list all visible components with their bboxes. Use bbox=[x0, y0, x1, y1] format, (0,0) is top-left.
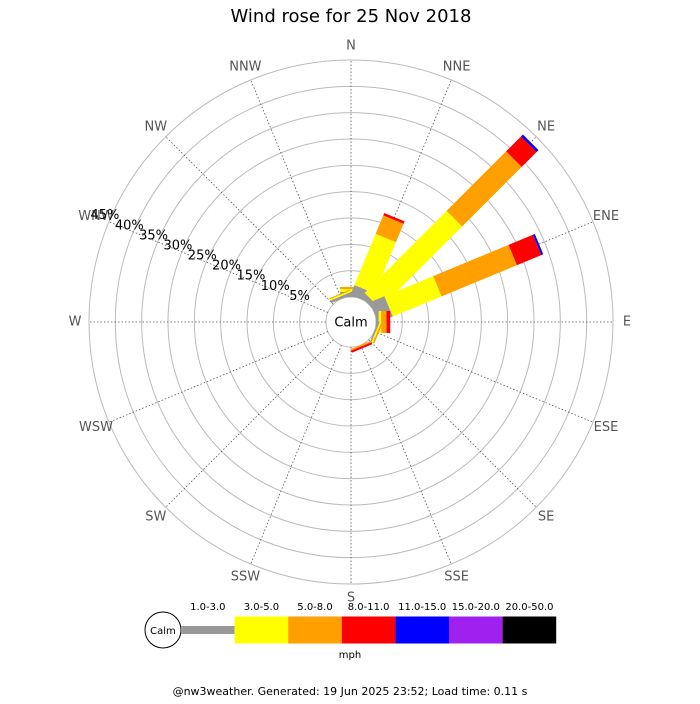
legend-swatch bbox=[234, 616, 289, 644]
direction-label: NW bbox=[145, 119, 168, 134]
bar-segment bbox=[354, 233, 396, 294]
footer: @nw3weather. Generated: 19 Jun 2025 23:5… bbox=[173, 685, 528, 698]
legend-unit: mph bbox=[339, 650, 361, 661]
legend-swatch bbox=[288, 616, 342, 644]
legend-swatch bbox=[395, 616, 449, 644]
legend-swatch bbox=[181, 626, 235, 634]
bar-segment bbox=[372, 322, 383, 344]
direction-label: NE bbox=[537, 119, 555, 134]
legend-label: 5.0-8.0 bbox=[297, 602, 332, 613]
bar-segment bbox=[532, 233, 544, 256]
legend-label: 8.0-11.0 bbox=[348, 602, 390, 613]
ring bbox=[299, 270, 403, 374]
direction-label: WNW bbox=[78, 209, 114, 224]
ring bbox=[246, 217, 456, 427]
bar-segment bbox=[329, 289, 350, 300]
bar-segment bbox=[381, 311, 387, 333]
legend-label: 3.0-5.0 bbox=[244, 602, 279, 613]
direction-label: NNW bbox=[229, 60, 261, 75]
r-tick-label: 10% bbox=[261, 279, 290, 294]
spoke bbox=[165, 339, 334, 508]
bar-segment bbox=[330, 292, 352, 304]
legend-label: 15.0-20.0 bbox=[452, 602, 500, 613]
legend-swatch bbox=[341, 616, 396, 644]
spoke bbox=[373, 331, 594, 423]
direction-label: SE bbox=[538, 510, 554, 525]
spoke bbox=[250, 344, 342, 565]
bar-segment bbox=[371, 322, 382, 343]
r-tick-label: 35% bbox=[139, 228, 168, 243]
r-tick-label: 25% bbox=[188, 249, 217, 264]
spoke bbox=[108, 331, 329, 423]
bar-segment bbox=[329, 290, 351, 301]
direction-label: S bbox=[347, 591, 355, 606]
chart-title: Wind rose for 25 Nov 2018 bbox=[231, 6, 472, 27]
ring bbox=[193, 164, 509, 480]
r-tick-label: 20% bbox=[212, 259, 241, 274]
direction-label: SW bbox=[145, 510, 166, 525]
direction-label: ESE bbox=[594, 420, 619, 435]
bar-segment bbox=[351, 342, 373, 353]
bar-segment bbox=[386, 311, 391, 333]
bar-segment bbox=[384, 276, 442, 317]
spoke bbox=[360, 344, 452, 565]
r-tick-label: 15% bbox=[236, 269, 265, 284]
r-tick-label: 30% bbox=[163, 238, 192, 253]
spoke bbox=[250, 79, 342, 300]
direction-label: NNE bbox=[443, 60, 471, 75]
legend-label: 20.0-50.0 bbox=[505, 602, 553, 613]
legend-calm-label: Calm bbox=[150, 626, 176, 637]
ring bbox=[141, 112, 561, 532]
legend-label: 1.0-3.0 bbox=[190, 602, 225, 613]
spoke bbox=[368, 339, 537, 508]
legend-swatch bbox=[502, 616, 557, 644]
bar-segment bbox=[369, 321, 380, 343]
direction-label: N bbox=[346, 39, 356, 54]
legend-swatch bbox=[449, 616, 503, 644]
bar-segment bbox=[364, 210, 463, 309]
r-tick-label: 5% bbox=[289, 289, 310, 304]
ring bbox=[88, 59, 614, 585]
bar-segment bbox=[508, 234, 542, 266]
center-label: Calm bbox=[334, 316, 367, 331]
r-tick-label: 45% bbox=[90, 208, 119, 223]
bar-segment bbox=[446, 151, 522, 227]
direction-label: ENE bbox=[593, 209, 619, 224]
bar-segment bbox=[383, 212, 405, 224]
direction-label: WSW bbox=[79, 420, 113, 435]
bar-segment bbox=[350, 340, 372, 351]
legend-label: 11.0-15.0 bbox=[398, 602, 446, 613]
direction-label: W bbox=[69, 315, 82, 330]
r-tick-label: 40% bbox=[115, 218, 144, 233]
direction-label: SSE bbox=[444, 569, 469, 584]
bar-segment bbox=[375, 215, 404, 243]
bar-segment bbox=[433, 244, 517, 297]
spoke bbox=[165, 136, 334, 305]
bar-segment bbox=[521, 134, 539, 152]
spoke bbox=[108, 221, 329, 313]
direction-label: E bbox=[623, 315, 631, 330]
bar-segment bbox=[506, 136, 537, 167]
direction-label: SSW bbox=[231, 569, 261, 584]
